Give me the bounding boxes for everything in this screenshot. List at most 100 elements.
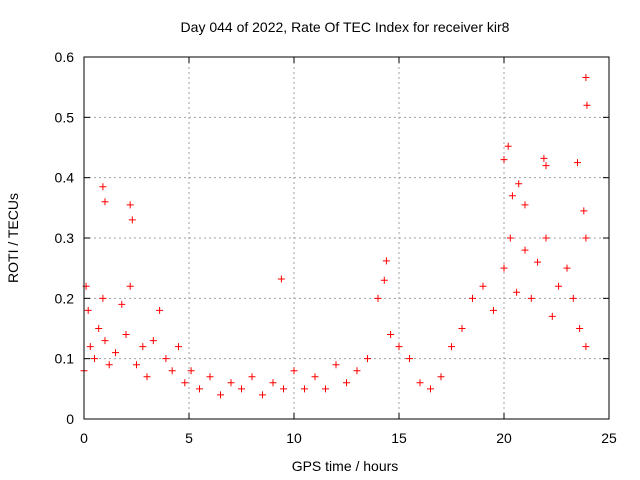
data-point <box>406 355 413 363</box>
data-point <box>582 343 590 351</box>
data-point <box>527 294 535 302</box>
data-point <box>542 234 550 242</box>
data-point <box>508 192 516 200</box>
data-point <box>122 331 130 339</box>
data-point <box>374 294 382 302</box>
data-point <box>437 373 445 381</box>
data-point <box>534 258 542 266</box>
data-point <box>506 234 514 242</box>
data-point <box>569 294 577 302</box>
data-point <box>416 379 424 387</box>
data-point <box>128 216 136 224</box>
data-point <box>427 385 434 393</box>
data-point <box>84 306 92 314</box>
data-point <box>143 373 151 381</box>
x-tick-label: 20 <box>496 430 512 446</box>
data-point <box>290 367 298 375</box>
data-point <box>139 343 147 351</box>
data-point <box>513 288 521 296</box>
data-point <box>101 198 109 206</box>
y-tick-label: 0 <box>66 411 74 427</box>
data-point <box>555 282 563 290</box>
data-point <box>181 379 189 387</box>
data-point <box>382 257 390 265</box>
data-point <box>574 159 581 167</box>
data-point <box>380 276 388 284</box>
data-point <box>277 275 285 283</box>
data-point <box>168 367 176 375</box>
data-point <box>133 361 140 369</box>
y-tick-label: 0.3 <box>55 230 75 246</box>
data-point <box>86 343 94 351</box>
data-point <box>364 355 371 363</box>
data-point <box>248 373 256 381</box>
data-point <box>479 282 487 290</box>
data-point <box>332 361 340 369</box>
data-point <box>206 373 214 381</box>
data-point <box>448 343 455 351</box>
y-tick-label: 0.2 <box>55 290 75 306</box>
data-point <box>395 343 403 351</box>
data-point <box>269 379 277 387</box>
data-point <box>126 201 134 209</box>
x-tick-label: 0 <box>80 430 88 446</box>
x-tick-label: 5 <box>185 430 193 446</box>
data-point <box>99 183 107 191</box>
data-point <box>112 349 119 357</box>
data-point <box>322 385 329 393</box>
x-axis-label: GPS time / hours <box>292 458 399 474</box>
data-point <box>583 101 591 109</box>
data-points <box>80 74 591 399</box>
data-point <box>238 385 245 393</box>
data-point <box>387 331 395 339</box>
data-point <box>280 385 287 393</box>
data-point <box>149 337 157 345</box>
data-point <box>469 294 476 302</box>
y-tick-label: 0.4 <box>55 170 75 186</box>
data-point <box>540 154 548 162</box>
x-tick-label: 15 <box>391 430 407 446</box>
data-point <box>582 74 590 82</box>
data-point <box>301 385 308 393</box>
y-axis-label: ROTI / TECUs <box>5 193 21 283</box>
data-point <box>126 282 134 290</box>
data-point <box>118 300 126 308</box>
data-point <box>343 379 350 387</box>
data-point <box>576 325 584 332</box>
x-tick-label: 10 <box>286 430 302 446</box>
data-point <box>504 142 512 150</box>
plot-frame <box>83 56 610 420</box>
y-tick-label: 0.6 <box>55 49 75 65</box>
data-point <box>91 355 98 363</box>
data-point <box>217 391 224 399</box>
axes: 0 5 10 15 20 25 0 0.1 0.2 0.3 0.4 0.5 0.6 <box>55 49 617 446</box>
data-point <box>311 373 319 381</box>
data-point <box>175 343 182 351</box>
data-point <box>515 180 523 188</box>
data-point <box>95 325 103 332</box>
data-point <box>542 162 550 170</box>
data-point <box>162 355 170 363</box>
data-point <box>521 246 529 254</box>
data-point <box>490 306 497 314</box>
data-point <box>196 385 203 393</box>
x-tick-label: 25 <box>601 430 617 446</box>
data-point <box>99 294 107 302</box>
y-tick-label: 0.5 <box>55 109 75 125</box>
data-point <box>353 367 361 375</box>
y-tick-label: 0.1 <box>55 351 75 367</box>
data-point <box>580 207 588 215</box>
data-point <box>105 361 113 369</box>
data-point <box>500 156 508 164</box>
data-point <box>156 306 164 314</box>
data-point <box>458 325 466 332</box>
data-point <box>582 234 590 242</box>
grid-layer <box>84 57 609 419</box>
data-point <box>548 312 556 320</box>
data-point <box>259 391 266 399</box>
data-point <box>563 264 571 272</box>
data-point <box>500 264 508 272</box>
data-point <box>227 379 235 387</box>
data-point <box>521 201 529 209</box>
